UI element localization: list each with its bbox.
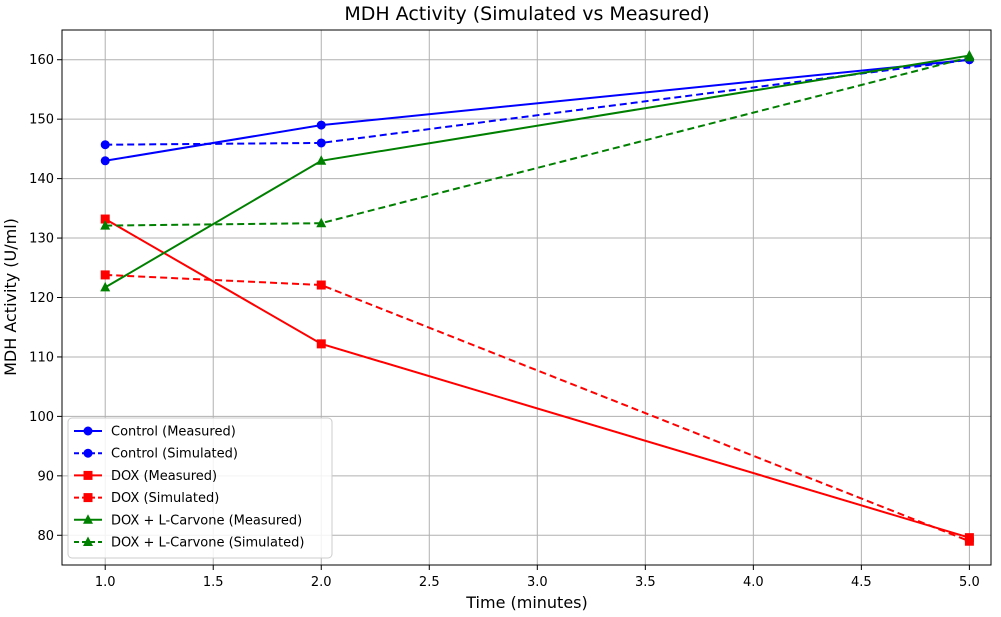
x-tick-label: 1.5	[203, 575, 224, 590]
series-dox-l-carvone-simulated	[100, 51, 975, 230]
x-tick-label: 4.0	[743, 575, 764, 590]
legend-label: Control (Measured)	[111, 425, 236, 440]
x-axis-label: Time (minutes)	[465, 593, 588, 612]
axis-ticks: 1.0 1.5 2.0 2.5 3.0 3.5 4.0 4.5 5.0 80 90 100 110 120…	[29, 53, 980, 590]
y-tick-label: 120	[29, 291, 54, 306]
y-tick-label: 150	[29, 113, 54, 128]
data-point	[100, 220, 111, 230]
legend-marker	[83, 470, 93, 480]
data-point	[316, 155, 327, 165]
legend-marker	[83, 426, 93, 436]
y-tick-label: 140	[29, 172, 54, 187]
x-tick-label: 5.0	[959, 575, 980, 590]
legend-label: DOX + L-Carvone (Simulated)	[111, 536, 304, 551]
x-tick-label: 3.5	[635, 575, 656, 590]
data-point	[100, 140, 110, 150]
data-point	[100, 214, 110, 224]
legend-marker	[83, 493, 93, 503]
legend-label: DOX (Measured)	[111, 469, 217, 484]
series-line	[105, 56, 970, 227]
data-point	[316, 217, 327, 228]
legend-marker	[83, 536, 93, 546]
legend-entry: Control (Simulated)	[74, 447, 238, 462]
legend-frame	[67, 417, 333, 559]
legend-entry: DOX (Measured)	[74, 469, 217, 484]
legend-entry: DOX + L-Carvone (Simulated)	[74, 536, 304, 551]
series-group	[100, 50, 975, 546]
y-tick-label: 80	[37, 529, 54, 544]
x-tick-label: 2.5	[419, 575, 440, 590]
x-tick-label: 2.0	[311, 575, 332, 590]
data-point	[964, 51, 975, 62]
x-tick-label: 3.0	[527, 575, 548, 590]
y-tick-label: 90	[37, 469, 54, 484]
data-point	[316, 138, 326, 148]
legend-entry: DOX (Simulated)	[74, 491, 219, 506]
x-tick-label: 1.0	[95, 575, 116, 590]
legend-marker	[83, 514, 93, 524]
legend-label: DOX (Simulated)	[111, 491, 219, 506]
y-tick-label: 160	[29, 53, 54, 68]
series-line	[105, 58, 970, 146]
y-axis-label: MDH Activity (U/ml)	[1, 218, 20, 376]
y-tick-label: 130	[29, 232, 54, 247]
series-line	[105, 273, 970, 543]
legend-entry: DOX + L-Carvone (Measured)	[74, 513, 302, 528]
y-tick-label: 100	[29, 410, 54, 425]
data-point	[100, 270, 110, 280]
legend-label: Control (Simulated)	[111, 447, 238, 462]
data-point	[316, 339, 326, 349]
y-tick-label: 110	[29, 350, 54, 365]
legend-marker	[83, 448, 93, 458]
chart-title: MDH Activity (Simulated vs Measured)	[344, 3, 709, 25]
legend: Control (Measured) Control (Simulated) DOX…	[67, 417, 333, 559]
data-point	[316, 280, 326, 290]
x-tick-label: 4.5	[851, 575, 872, 590]
data-point	[100, 156, 110, 166]
legend-label: DOX + L-Carvone (Measured)	[111, 513, 302, 528]
data-point	[316, 120, 326, 130]
data-point	[100, 281, 111, 292]
data-point	[964, 536, 974, 546]
legend-entry: Control (Measured)	[74, 425, 236, 440]
series-dox-simulated	[100, 270, 974, 546]
